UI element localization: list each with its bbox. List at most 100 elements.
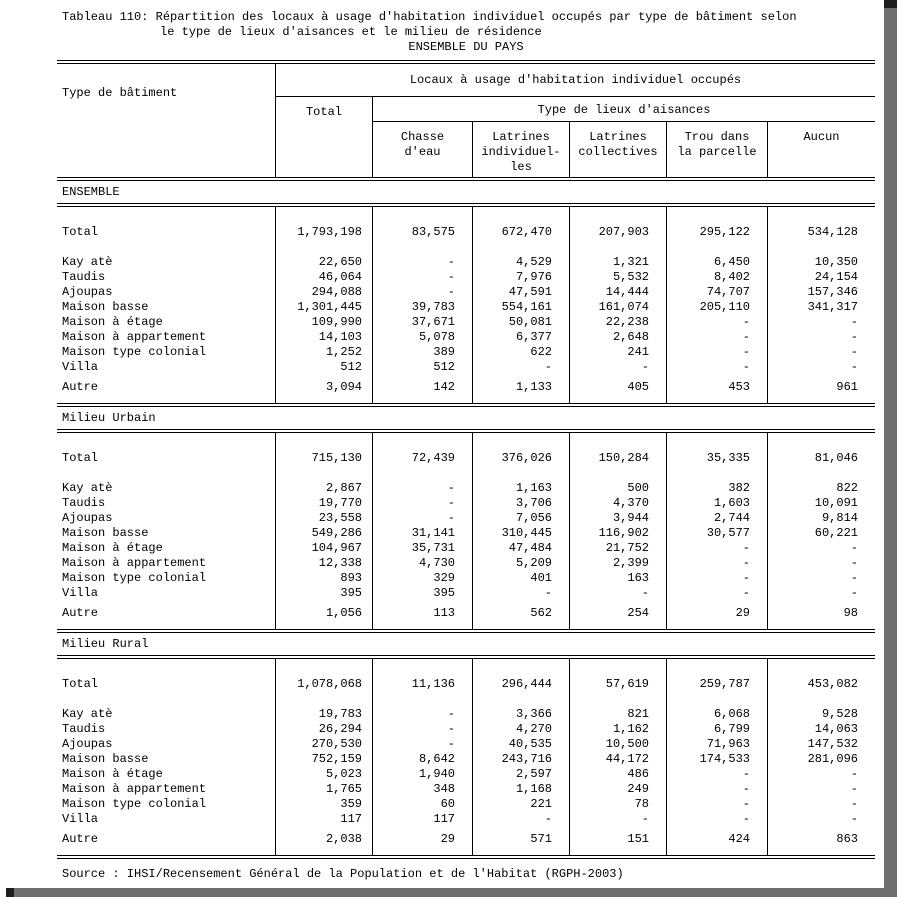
row-label: Taudis [57,270,276,285]
value-cell: 5,078 [373,330,473,345]
value-cell: 382 [667,481,768,496]
value-cell: 47,484 [473,541,570,556]
value-cell [667,621,768,629]
value-cell [276,433,373,451]
double-rule [57,655,875,659]
building-type-row: Maison à appartement 1,765 348 1,168 249- - [57,782,875,797]
value-cell [768,847,875,855]
value-cell: 24,154 [814,270,858,284]
value-cell: - [667,556,768,571]
value-cell: 163 [570,571,667,586]
spacer-row [57,601,875,606]
column-header-latrines-individuelles: Latrines individuel- les [473,122,570,177]
value-cell: 3,706 [473,496,570,511]
building-type-row: Villa 395 395- - - - [57,586,875,601]
value-cell [570,827,667,832]
spacer-row [57,433,875,451]
value-cell: 512 [373,360,473,375]
row-label: Taudis [57,722,276,737]
building-type-row: Ajoupas 294,088-47,591 14,444 74,707 157,346 [57,285,875,300]
value-cell: 30,577 [667,526,768,541]
section-data-block: Total 715,130 72,439 376,026 150,284 35,335 81… [57,433,875,629]
column-header-type-de-batiment: Type de bâtiment [57,64,276,177]
value-cell: 46,064 [276,270,373,285]
value-cell: 2,867 [276,481,373,496]
value-cell: - [850,360,858,374]
value-cell: 23,558 [276,511,373,526]
value-cell [276,659,373,677]
value-cell: - [667,360,768,375]
spacer-row [57,621,875,629]
value-cell [276,601,373,606]
value-cell: - [850,330,858,344]
row-label: Ajoupas [57,285,276,300]
value-cell: 14,063 [814,722,858,736]
value-cell: 71,963 [667,737,768,752]
value-cell: 12,338 [276,556,373,571]
double-rule [57,403,875,407]
value-cell: 389 [373,345,473,360]
value-cell [570,395,667,403]
value-cell: 50,081 [473,315,570,330]
value-cell [276,827,373,832]
row-label: Kay atè [57,707,276,722]
value-cell: 395 [373,586,473,601]
value-cell: 4,730 [373,556,473,571]
value-cell: - [667,812,768,827]
value-cell: 35,731 [373,541,473,556]
value-cell: 1,603 [667,496,768,511]
building-type-row: Maison type colonial 359 60 221 78- - [57,797,875,812]
building-type-row: Autre 3,094 142 1,133 405 453 961 [57,380,875,395]
value-cell: 752,159 [276,752,373,767]
spacer-row [57,395,875,403]
value-cell: 72,439 [373,451,473,466]
value-cell: 453 [667,380,768,395]
value-cell: 270,530 [276,737,373,752]
building-type-row: Autre 1,056 113 562 254 29 98 [57,606,875,621]
value-cell: 329 [373,571,473,586]
row-label [57,601,276,606]
value-cell [276,240,373,255]
value-cell: 205,110 [667,300,768,315]
value-cell: 3,944 [570,511,667,526]
value-cell: 1,252 [276,345,373,360]
value-cell: 1,940 [373,767,473,782]
value-cell: 294,088 [276,285,373,300]
row-label [57,375,276,380]
value-cell [473,692,570,707]
row-label: Maison type colonial [57,571,276,586]
value-cell: 395 [276,586,373,601]
spacer-row [57,240,875,255]
value-cell: 117 [373,812,473,827]
value-cell [473,659,570,677]
value-cell: 500 [570,481,667,496]
value-cell [373,207,473,225]
window-shadow-bottom [6,888,897,897]
value-cell [473,395,570,403]
value-cell [570,466,667,481]
row-label [57,240,276,255]
spacer-row [57,659,875,677]
value-cell [276,207,373,225]
value-cell [667,395,768,403]
value-cell: - [373,255,473,270]
building-type-row: Taudis 46,064-7,976 5,532 8,402 24,154 [57,270,875,285]
value-cell: - [373,270,473,285]
building-type-row: Kay atè 2,867-1,163 500 382 822 [57,481,875,496]
spacer-row [57,847,875,855]
row-label [57,466,276,481]
value-cell: - [667,330,768,345]
column-header-locaux-occupes: Locaux à usage d'habitation individuel o… [276,64,875,97]
value-cell: 1,301,445 [276,300,373,315]
value-cell: - [667,782,768,797]
building-type-row: Maison à appartement 14,103 5,078 6,377 2,64… [57,330,875,345]
value-cell: 10,091 [814,496,858,510]
value-cell: - [667,315,768,330]
value-cell: - [570,586,667,601]
value-cell: - [850,541,858,555]
value-cell: 157,346 [807,285,858,299]
value-cell: 310,445 [473,526,570,541]
double-rule [57,60,875,64]
value-cell: 174,533 [667,752,768,767]
value-cell [570,692,667,707]
